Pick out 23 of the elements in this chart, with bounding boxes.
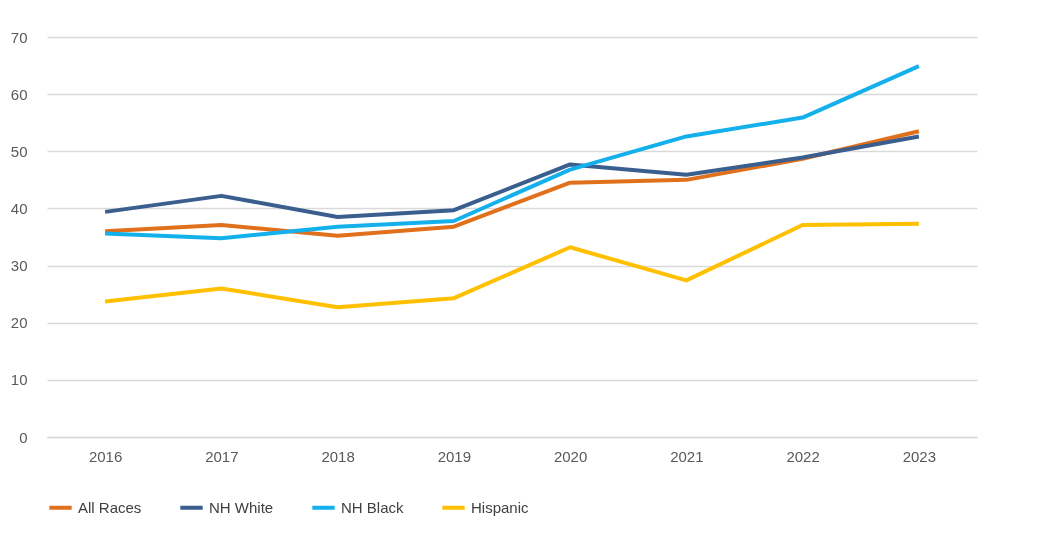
x-tick-label: 2016 [88,447,123,465]
y-tick-label: 50 [10,142,28,160]
x-tick-label: 2021 [670,447,704,465]
line-series [103,64,921,241]
x-tick-label: 2018 [321,447,355,465]
y-tick-label: 30 [10,257,28,275]
legend-label: NH Black [341,498,405,516]
line-series [103,221,921,310]
legend-label: Hispanic [471,498,530,516]
y-tick-label: 20 [10,314,28,332]
x-tick-label: 2023 [902,447,937,465]
y-tick-label: 10 [10,371,28,389]
x-tick-label: 2020 [553,447,588,465]
x-tick-label: 2019 [437,447,472,465]
y-tick-label: 70 [10,28,28,46]
y-tick-label: 60 [10,85,28,103]
line-series [103,134,921,219]
legend-label: All Races [78,498,142,516]
y-tick-label: 40 [10,199,28,217]
x-tick-label: 2022 [786,447,820,465]
y-tick-label: 0 [19,428,28,446]
x-tick-label: 2017 [205,447,239,465]
legend-label: NH White [209,498,274,516]
